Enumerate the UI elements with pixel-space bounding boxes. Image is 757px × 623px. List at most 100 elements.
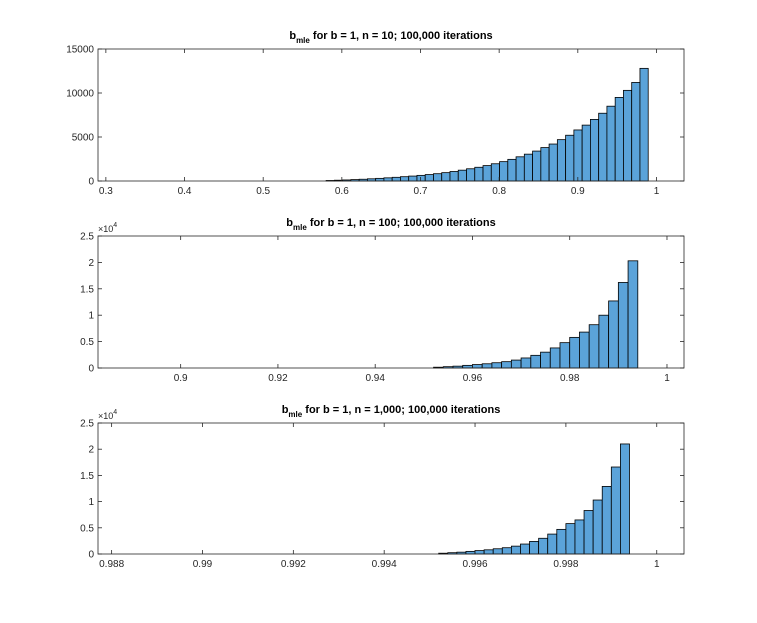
y-tick-label: 0 xyxy=(88,364,94,375)
x-tick-label: 0.94 xyxy=(365,373,385,384)
histogram-bar xyxy=(492,548,503,555)
y-tick-label: 0 xyxy=(88,177,94,188)
y-tick-label: 2 xyxy=(88,445,94,456)
x-tick-label: 0.994 xyxy=(372,559,397,570)
histogram-bar xyxy=(608,300,619,369)
x-tick-label: 0.4 xyxy=(178,186,192,197)
histogram-bar xyxy=(391,176,401,182)
axes-box xyxy=(97,422,685,555)
histogram-bar xyxy=(441,172,451,182)
y-exponent-label: ×104 xyxy=(98,222,117,234)
histogram-bar xyxy=(601,486,612,555)
histogram-bar xyxy=(583,510,594,555)
histogram-bar xyxy=(606,105,616,182)
y-tick-label: 2 xyxy=(88,258,94,269)
chart-title: bmle for b = 1, n = 1,000; 100,000 itera… xyxy=(282,404,501,419)
histogram-bar xyxy=(482,165,492,182)
x-tick-label: 0.8 xyxy=(492,186,506,197)
histogram-bar xyxy=(610,466,621,555)
histogram-bar xyxy=(383,177,393,182)
histogram-bar xyxy=(523,153,533,182)
x-tick-label: 0.92 xyxy=(268,373,288,384)
histogram-bar xyxy=(598,112,608,182)
x-tick-label: 0.998 xyxy=(553,559,578,570)
histogram-bar xyxy=(501,547,512,555)
x-tick-label: 0.988 xyxy=(99,559,124,570)
histogram-bar xyxy=(491,362,503,369)
histogram-bar xyxy=(573,129,583,182)
chart-title: bmle for b = 1, n = 10; 100,000 iteratio… xyxy=(289,30,492,45)
histogram-bar xyxy=(617,282,629,369)
y-tick-label: 1.5 xyxy=(80,284,94,295)
y-tick-label: 1 xyxy=(88,311,94,322)
histogram-bar xyxy=(614,97,624,182)
histogram-bar xyxy=(529,541,540,555)
subplot-3: 0.988 0.99 0.992 0.994 0.996 0.998 1 0 0.5 1 1.5 2 2… xyxy=(80,404,685,570)
histogram-bar xyxy=(501,361,512,369)
y-tick-label: 2.5 xyxy=(80,232,94,243)
histogram-bar xyxy=(510,545,521,555)
histogram-bar xyxy=(631,82,641,182)
histogram-bar xyxy=(556,528,567,555)
x-tick-label: 0.7 xyxy=(414,186,428,197)
y-exponent-label: ×104 xyxy=(98,409,117,421)
histogram-bar xyxy=(472,364,483,369)
histogram-bar xyxy=(623,89,633,182)
histogram-bar xyxy=(589,119,600,182)
histogram-bar xyxy=(520,543,530,555)
y-tick-label: 0 xyxy=(88,550,94,561)
histogram-bar xyxy=(547,533,558,555)
histogram-bar xyxy=(581,124,591,182)
histogram-bar xyxy=(499,161,509,182)
y-tick-label: 0.5 xyxy=(80,337,94,348)
x-tick-label: 0.99 xyxy=(193,559,213,570)
histogram-bar xyxy=(466,168,476,182)
x-tick-label: 0.6 xyxy=(335,186,349,197)
histogram-bar xyxy=(449,171,459,182)
histogram-bar xyxy=(574,519,585,555)
histogram-bar xyxy=(627,260,639,369)
histogram-bar xyxy=(530,354,541,369)
histogram-bar xyxy=(400,176,410,182)
histogram-bar xyxy=(556,139,567,182)
y-tick-label: 1.5 xyxy=(80,471,94,482)
y-tick-label: 2.5 xyxy=(80,419,94,430)
histogram-bar xyxy=(565,523,576,555)
histogram-bar xyxy=(639,67,649,182)
histogram-bar xyxy=(538,537,549,555)
x-tick-label: 0.9 xyxy=(174,373,188,384)
x-tick-label: 1 xyxy=(654,559,660,570)
histogram-bar xyxy=(592,499,603,555)
axes-box xyxy=(97,48,685,182)
subplot-2: 0.9 0.92 0.94 0.96 0.98 1 0 0.5 1 1.5 2 2.5 ×104 bmle… xyxy=(80,217,685,384)
histogram-bar xyxy=(520,357,532,369)
histogram-bar xyxy=(474,166,484,182)
histogram-bar xyxy=(507,158,517,182)
histogram-bar xyxy=(490,163,500,182)
histogram-bar xyxy=(588,324,600,369)
histogram-bar xyxy=(515,156,525,182)
histogram-bar xyxy=(579,331,590,369)
histogram-bar xyxy=(416,174,426,182)
x-tick-label: 1 xyxy=(664,373,670,384)
x-tick-label: 0.98 xyxy=(560,373,580,384)
histogram-bar xyxy=(510,359,522,369)
histogram-bar xyxy=(549,347,561,369)
histogram-bar xyxy=(598,314,610,369)
histogram-bar xyxy=(457,169,467,182)
histogram-bar xyxy=(424,174,434,182)
x-tick-label: 0.5 xyxy=(256,186,270,197)
y-tick-label: 5000 xyxy=(72,133,95,144)
histogram-bar xyxy=(548,143,558,182)
x-tick-label: 0.3 xyxy=(99,186,113,197)
histogram-bar xyxy=(569,336,580,369)
y-tick-label: 10000 xyxy=(66,89,94,100)
histogram-bar xyxy=(433,173,443,182)
histogram-bar xyxy=(559,342,571,369)
histogram-bar xyxy=(532,150,542,182)
histogram-bar xyxy=(408,175,418,182)
histogram-bar xyxy=(481,363,493,369)
histogram-bar xyxy=(483,549,494,555)
x-tick-label: 0.96 xyxy=(463,373,483,384)
